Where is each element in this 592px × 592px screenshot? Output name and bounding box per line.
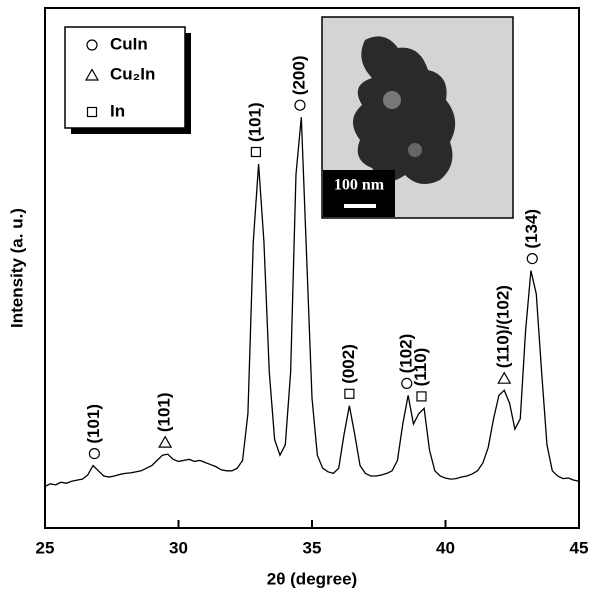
scale-label: 100 nm (334, 177, 385, 194)
peak-label: (002) (339, 344, 358, 384)
x-tick-label: 25 (36, 538, 55, 557)
phase-marker (417, 392, 426, 401)
scale-bar (344, 204, 376, 208)
phase-marker (527, 254, 537, 264)
x-tick-label: 40 (436, 538, 455, 557)
peak-label: (200) (289, 56, 308, 96)
chart: 100 nm 2θ (degree) Intensity (a. u.) 25 3… (0, 0, 592, 592)
phase-marker (159, 437, 171, 448)
peak-label: (101) (245, 102, 264, 142)
particle-hole (408, 143, 422, 157)
legend-label: In (110, 101, 125, 120)
peak-label: (101) (84, 404, 103, 444)
peak-label: (134) (522, 209, 541, 249)
phase-marker (498, 373, 510, 384)
phase-marker (295, 100, 305, 110)
inset: 100 nm (322, 17, 513, 218)
peak-label: (110)/(102) (494, 285, 513, 368)
peak-label: (110) (411, 348, 430, 387)
phase-marker (251, 148, 260, 157)
x-tick-label: 30 (169, 538, 188, 557)
particle-hole (383, 91, 401, 109)
x-axis-label: 2θ (degree) (267, 569, 357, 588)
peak-label: (101) (155, 392, 174, 432)
phase-marker (345, 389, 354, 398)
x-tick-label: 35 (303, 538, 322, 557)
legend-label: Cu₂In (110, 64, 155, 83)
legend-label: CuIn (110, 34, 148, 53)
phase-marker (89, 449, 99, 459)
y-axis-label: Intensity (a. u.) (7, 208, 26, 328)
x-tick-label: 45 (570, 538, 589, 557)
